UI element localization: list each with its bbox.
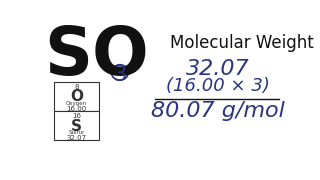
Text: SO: SO [44,23,148,89]
Text: S: S [71,119,82,134]
Bar [54,82,99,111]
Bar [54,111,99,140]
Text: O: O [70,89,83,104]
Text: (16.00 × 3): (16.00 × 3) [166,77,270,95]
Text: 32.07: 32.07 [187,58,250,78]
Text: Sulfur: Sulfur [68,130,84,135]
Text: 3: 3 [113,66,126,86]
Text: Oxygen: Oxygen [66,101,87,106]
Text: 16: 16 [72,113,81,119]
Text: 8: 8 [74,84,79,90]
Text: 32.07: 32.07 [66,135,86,141]
Text: 80.07 g/mol: 80.07 g/mol [151,101,285,121]
Text: 16.00: 16.00 [66,105,86,112]
Text: Molecular Weight: Molecular Weight [170,34,314,52]
